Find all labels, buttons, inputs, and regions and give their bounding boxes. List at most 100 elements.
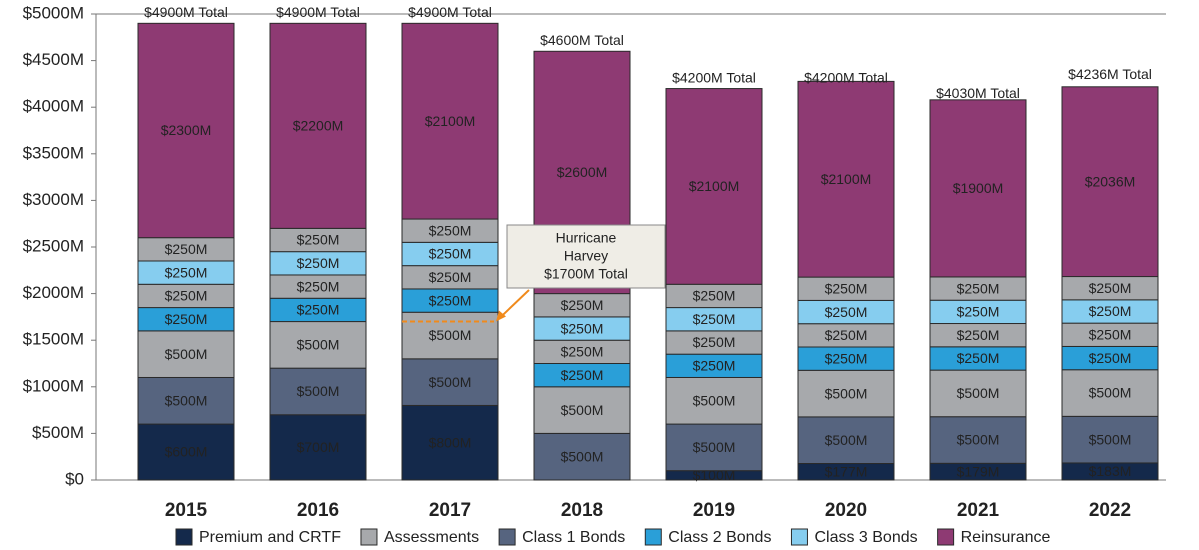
value-label: $2100M [821, 171, 872, 187]
bar-segment [137, 330, 235, 378]
value-label: $800M [429, 434, 472, 450]
bar-segment [1061, 415, 1159, 464]
y-tick-label: $5000M [23, 3, 84, 22]
value-label: $250M [1089, 303, 1132, 319]
bar-segment [137, 423, 235, 481]
bar-segment [1061, 86, 1159, 278]
value-label: $250M [1089, 280, 1132, 296]
bar-segment [533, 432, 631, 481]
value-label: $500M [1089, 431, 1132, 447]
y-tick-label: $2000M [23, 283, 84, 302]
value-label: $250M [165, 264, 208, 280]
bar-segment [797, 369, 895, 418]
value-label: $250M [957, 350, 1000, 366]
total-label: $4900M Total [276, 4, 360, 20]
bar-segment [269, 22, 367, 229]
annotation-arrowhead [496, 310, 506, 322]
value-label: $250M [297, 255, 340, 271]
annotation-text: Harvey [564, 248, 608, 264]
total-label: $4200M Total [804, 69, 888, 85]
y-tick-label: $3500M [23, 143, 84, 162]
value-label: $250M [693, 334, 736, 350]
total-label: $4030M Total [936, 85, 1020, 101]
total-label: $4900M Total [408, 4, 492, 20]
bar-segment [665, 423, 763, 472]
x-tick-label: 2022 [1089, 500, 1131, 521]
total-label: $4236M Total [1068, 66, 1152, 82]
value-label: $250M [561, 297, 604, 313]
x-tick-label: 2016 [297, 500, 339, 521]
value-label: $250M [957, 304, 1000, 320]
value-label: $250M [957, 280, 1000, 296]
value-label: $250M [561, 367, 604, 383]
value-label: $250M [1089, 326, 1132, 342]
value-label: $250M [429, 269, 472, 285]
value-label: $2300M [161, 122, 212, 138]
legend-label: Class 1 Bonds [522, 529, 625, 546]
value-label: $600M [165, 444, 208, 460]
y-tick-label: $4000M [23, 97, 84, 116]
bar-segment [269, 321, 367, 369]
x-tick-label: 2017 [429, 500, 471, 521]
value-label: $250M [693, 358, 736, 374]
legend-swatch [360, 528, 378, 546]
value-label: $700M [297, 439, 340, 455]
value-label: $2200M [293, 118, 344, 134]
value-label: $500M [693, 439, 736, 455]
bar-segment [797, 416, 895, 465]
bar-segment [269, 367, 367, 416]
legend-swatch [790, 528, 808, 546]
bar-segment [401, 404, 499, 481]
y-tick-label: $3000M [23, 190, 84, 209]
total-label: $4600M Total [540, 32, 624, 48]
bar-segment [137, 22, 235, 239]
y-tick-label: $0 [65, 469, 84, 488]
x-tick-label: 2021 [957, 500, 1000, 521]
annotation-text: $1700M Total [544, 266, 628, 282]
value-label: $2600M [557, 164, 608, 180]
value-label: $250M [1089, 350, 1132, 366]
value-label: $500M [957, 432, 1000, 448]
value-label: $250M [825, 350, 868, 366]
x-tick-label: 2018 [561, 500, 603, 521]
value-label: $500M [561, 448, 604, 464]
value-label: $250M [297, 302, 340, 318]
value-label: $2100M [425, 113, 476, 129]
value-label: $500M [429, 374, 472, 390]
value-label: $250M [165, 288, 208, 304]
value-label: $500M [825, 385, 868, 401]
bar-segment [401, 358, 499, 406]
legend-swatch [498, 528, 516, 546]
total-label: $4900M Total [144, 4, 228, 20]
bar-segment [929, 369, 1027, 418]
legend-label: Class 2 Bonds [668, 529, 771, 546]
y-tick-label: $4500M [23, 50, 84, 69]
y-tick-label: $2500M [23, 236, 84, 255]
value-label: $500M [1089, 385, 1132, 401]
value-label: $250M [165, 241, 208, 257]
value-label: $1900M [953, 180, 1004, 196]
legend: Premium and CRTF Assessments Class 1 Bonds… [175, 528, 1051, 546]
value-label: $500M [165, 392, 208, 408]
legend-label: Assessments [384, 529, 479, 546]
legend-swatch [644, 528, 662, 546]
value-label: $250M [297, 232, 340, 248]
legend-swatch [937, 528, 955, 546]
value-label: $500M [297, 337, 340, 353]
value-label: $183M [1089, 463, 1132, 479]
x-tick-label: 2020 [825, 500, 867, 521]
value-label: $250M [693, 311, 736, 327]
bar-segment [797, 80, 895, 278]
value-label: $250M [825, 280, 868, 296]
value-label: $500M [297, 383, 340, 399]
value-label: $179M [957, 463, 1000, 479]
value-label: $250M [429, 246, 472, 262]
bar-segment [665, 88, 763, 285]
value-label: $177M [825, 463, 868, 479]
bar-segment [269, 414, 367, 481]
value-label: $250M [957, 327, 1000, 343]
bar-segment [533, 386, 631, 434]
value-label: $500M [561, 402, 604, 418]
x-tick-label: 2019 [693, 500, 735, 521]
value-label: $250M [429, 222, 472, 238]
